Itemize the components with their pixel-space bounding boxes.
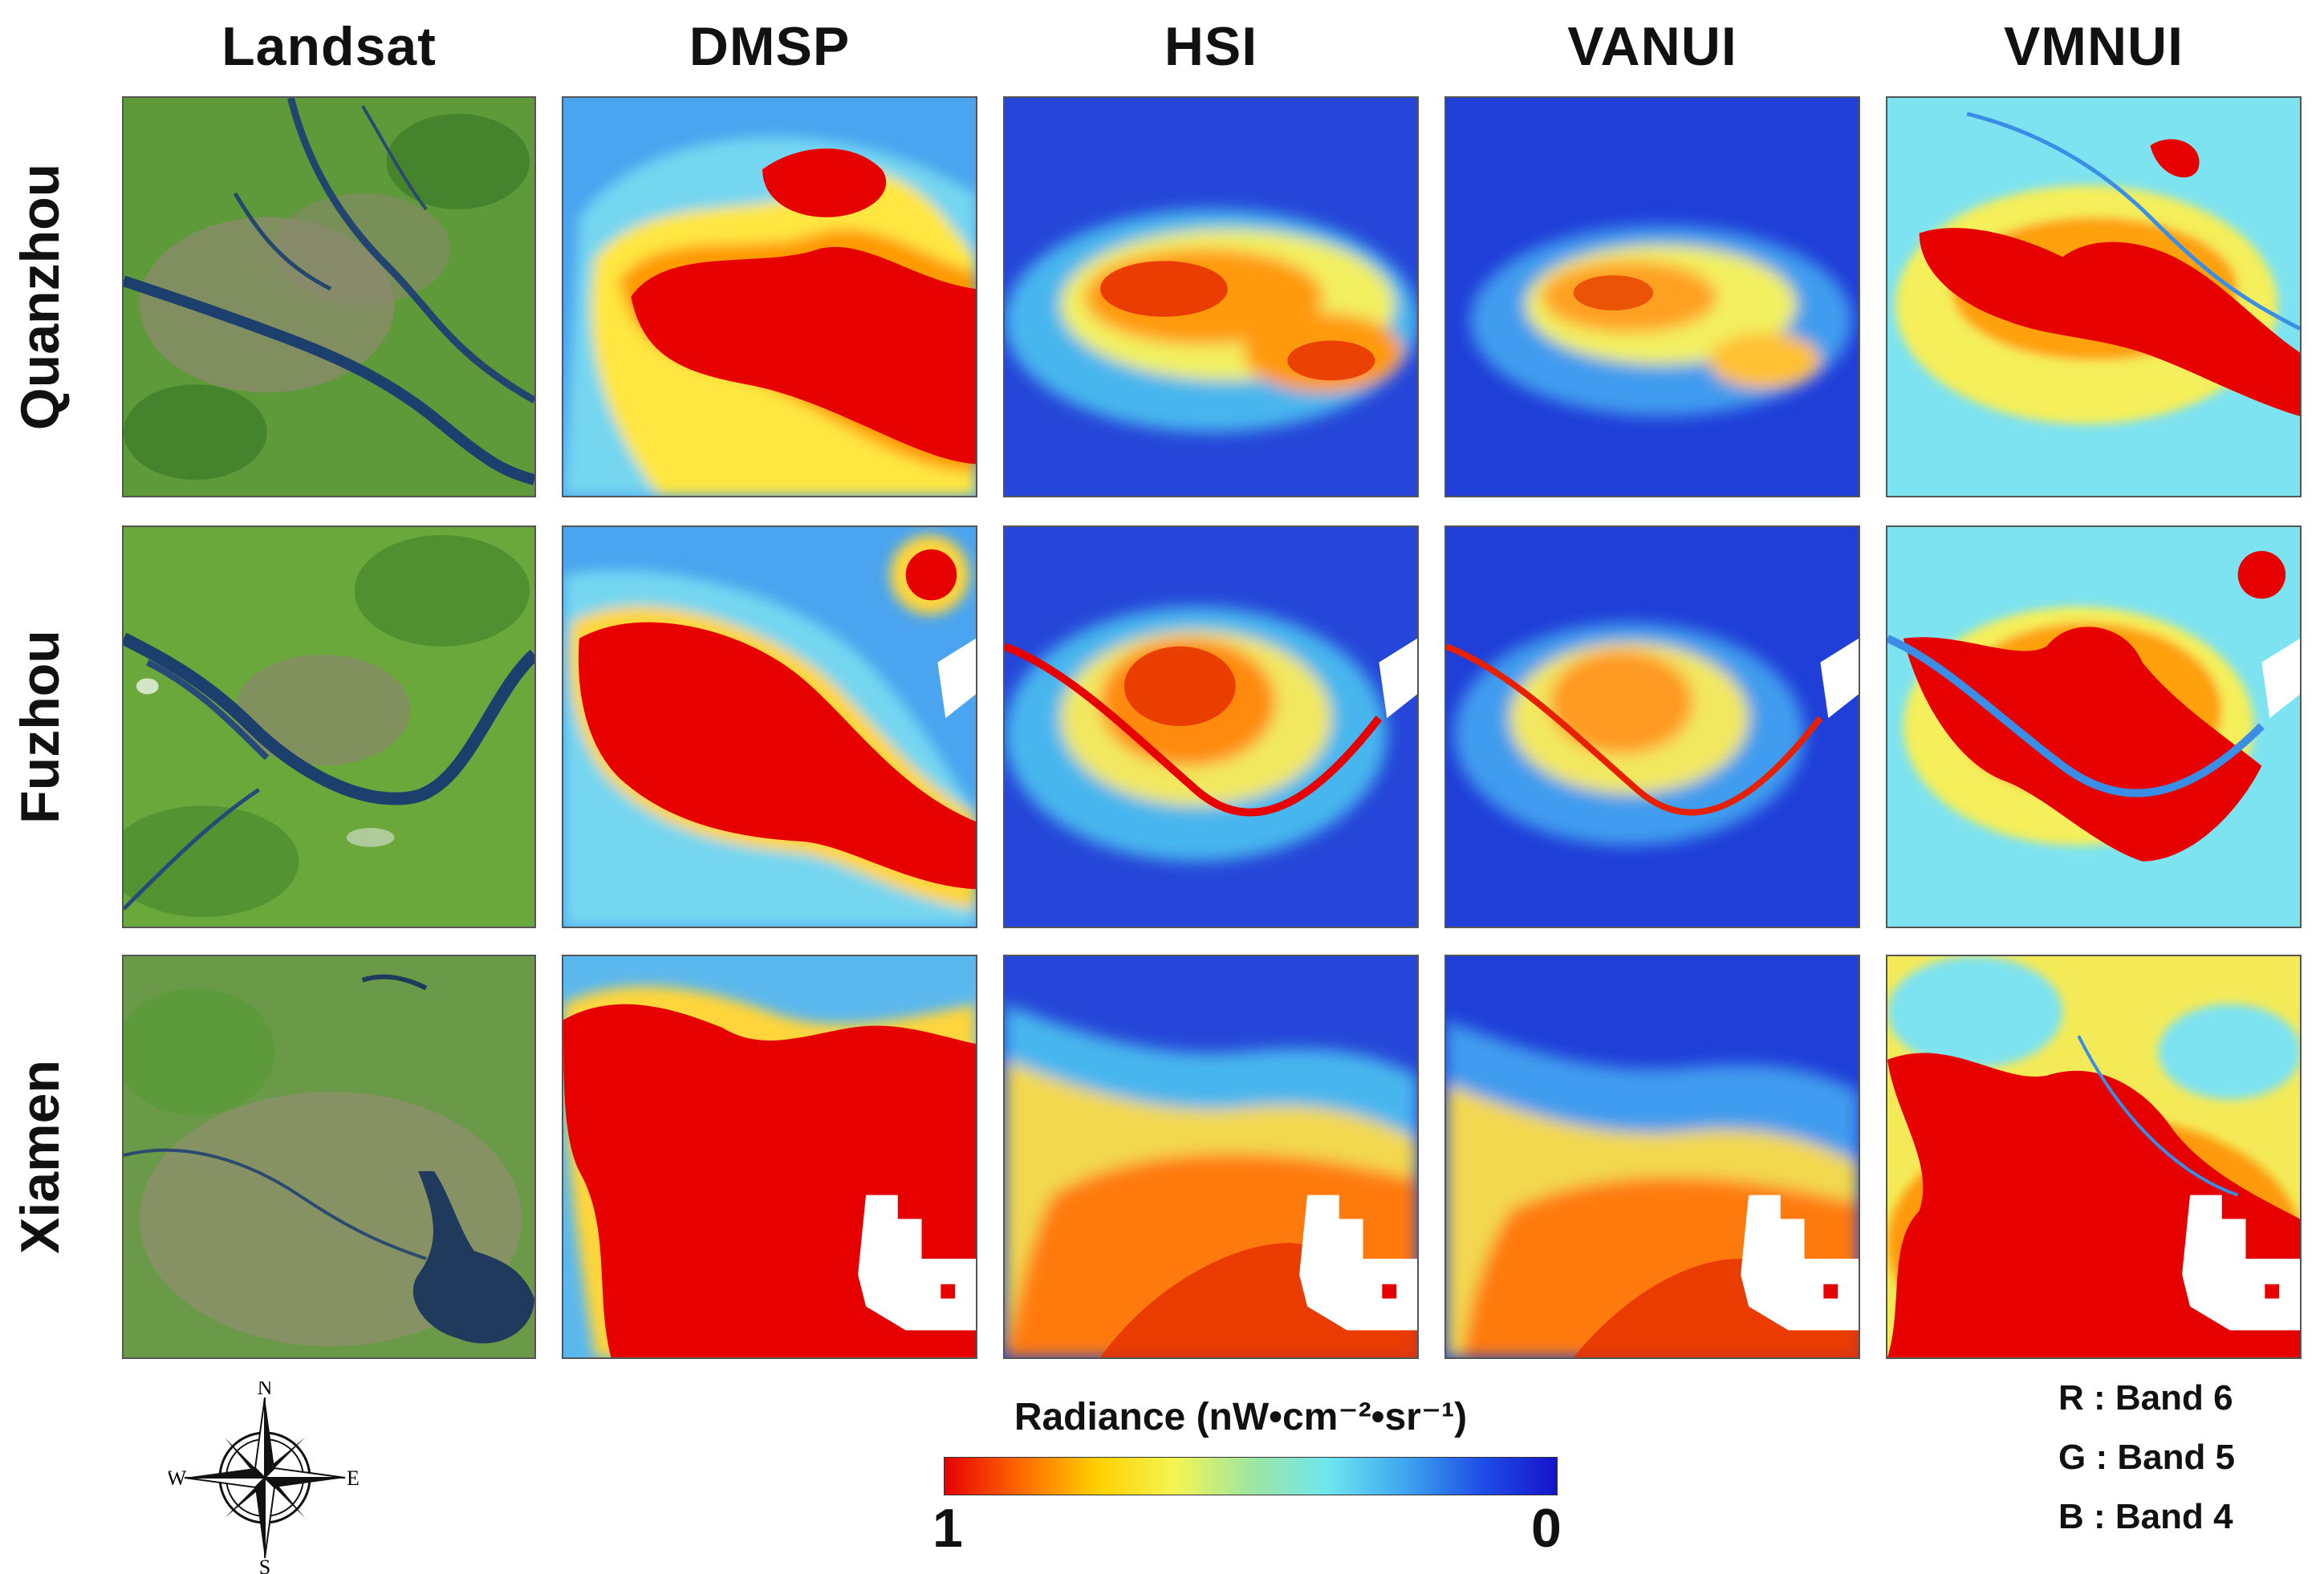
legend-title: Radiance (nW•cm⁻²•sr⁻¹) <box>1014 1396 1468 1438</box>
dmsp-map-quanzhou <box>562 96 977 497</box>
hsi-map-xiamen <box>1003 955 1419 1359</box>
landsat-image-fuzhou <box>122 525 536 928</box>
row-title-fuzhou: Fuzhou <box>10 630 71 824</box>
vmnui-map-quanzhou <box>1886 96 2302 497</box>
vmnui-map-xiamen <box>1886 955 2302 1359</box>
hsi-map-quanzhou <box>1003 96 1419 497</box>
dmsp-map-xiamen <box>562 955 977 1359</box>
row-title-quanzhou: Quanzhou <box>10 163 71 431</box>
band-label-green: G : Band 5 <box>2058 1438 2236 1477</box>
column-title-landsat: Landsat <box>221 16 437 77</box>
svg-text:E: E <box>347 1466 360 1490</box>
band-label-red: R : Band 6 <box>2058 1378 2233 1418</box>
colorbar <box>944 1457 1558 1495</box>
vanui-map-quanzhou <box>1444 96 1860 497</box>
svg-text:S: S <box>259 1556 270 1574</box>
landsat-image-quanzhou <box>122 96 536 497</box>
svg-text:W: W <box>169 1466 187 1490</box>
column-title-vmnui: VMNUI <box>2003 16 2184 77</box>
column-title-dmsp: DMSP <box>689 16 851 77</box>
hsi-map-fuzhou <box>1003 525 1419 928</box>
band-label-blue: B : Band 4 <box>2058 1497 2233 1536</box>
svg-text:N: N <box>258 1381 273 1399</box>
compass-rose-icon: N S E W <box>169 1381 360 1574</box>
dmsp-map-fuzhou <box>562 525 977 928</box>
vanui-map-fuzhou <box>1444 525 1860 928</box>
landsat-image-xiamen <box>122 955 536 1359</box>
row-title-xiamen: Xiamen <box>10 1060 71 1254</box>
colorbar-max-label: 0 <box>1531 1498 1562 1559</box>
column-title-hsi: HSI <box>1164 16 1258 77</box>
colorbar-min-label: 1 <box>932 1498 963 1559</box>
column-title-vanui: VANUI <box>1567 16 1737 77</box>
vmnui-map-fuzhou <box>1886 525 2302 928</box>
vanui-map-xiamen <box>1444 955 1860 1359</box>
